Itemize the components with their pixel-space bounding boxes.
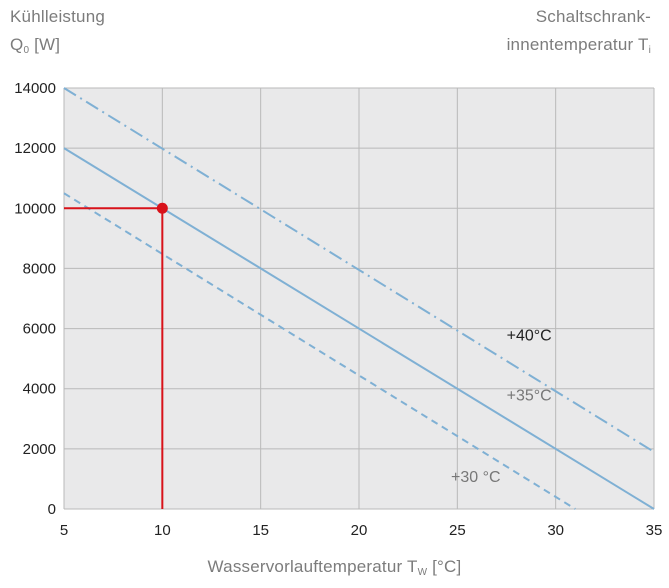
series-title-line2: innentemperatur Ti [507, 34, 651, 62]
x-tick-label: 30 [547, 522, 564, 539]
x-tick-label: 20 [351, 522, 368, 539]
x-axis-title: Wasservorlauftemperatur TW [°C] [0, 556, 669, 584]
series-title-text: innentemperatur T [506, 35, 649, 54]
y-tick-label: 10000 [14, 200, 56, 217]
series-title-line1: Schaltschrank- [535, 7, 651, 26]
series-title-sub: i [648, 45, 651, 56]
x-axis-title-sub: W [417, 567, 428, 578]
x-tick-label: 5 [60, 522, 68, 539]
y-tick-label: 0 [48, 501, 56, 518]
y-tick-label: 4000 [23, 381, 56, 398]
x-axis-title-unit: [°C] [427, 557, 462, 576]
x-tick-label: 25 [449, 522, 466, 539]
y-axis-unit-text: [W] [29, 35, 61, 54]
x-tick-label: 35 [646, 522, 663, 539]
x-axis-title-text: Wasservorlauftemperatur T [207, 557, 418, 576]
y-axis-title: Kühlleistung [10, 7, 106, 26]
y-axis-symbol-sub: 0 [23, 45, 30, 56]
x-tick-label: 15 [252, 522, 269, 539]
y-tick-label: 6000 [23, 321, 56, 338]
highlight-point [156, 202, 168, 214]
highlight [64, 202, 168, 509]
series-lines: +40°C +35°C +30 °C [63, 87, 655, 510]
series-line [63, 192, 576, 510]
y-tick-label: 12000 [14, 140, 56, 157]
series-label: +30 °C [451, 469, 501, 486]
tick-labels: 5 10 15 20 25 30 35 0 2000 4000 6000 8000 10000 12000… [14, 80, 662, 539]
y-axis-unit: Q0 [W] [10, 34, 60, 62]
y-tick-label: 2000 [23, 441, 56, 458]
series-line [63, 87, 655, 453]
series-label: +35°C [507, 388, 552, 405]
y-tick-label: 8000 [23, 260, 56, 277]
x-tick-label: 10 [154, 522, 171, 539]
y-tick-label: 14000 [14, 80, 56, 97]
series-label: +40°C [507, 328, 552, 345]
y-axis-symbol: Q [10, 35, 24, 54]
